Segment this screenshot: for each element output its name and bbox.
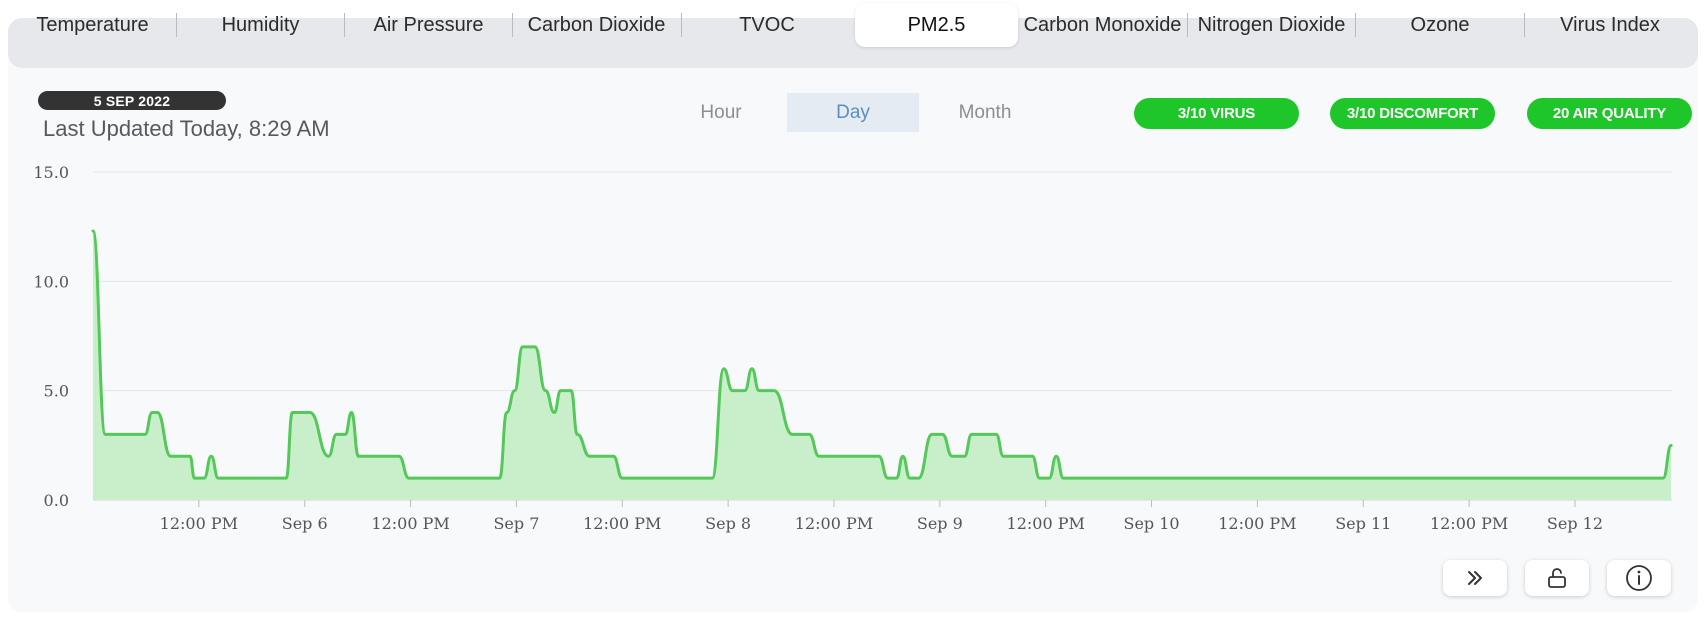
x-tick-label: 12:00 PM	[583, 514, 661, 533]
tab-separator	[344, 13, 345, 37]
x-tick-label: Sep 10	[1123, 514, 1179, 533]
tab-separator	[176, 13, 177, 37]
tab-separator	[1187, 13, 1188, 37]
last-updated-text: Last Updated Today, 8:29 AM	[43, 116, 330, 141]
x-tick-label: Sep 11	[1335, 514, 1391, 533]
x-tick-label: 12:00 PM	[160, 514, 238, 533]
expand-button[interactable]	[1443, 560, 1507, 596]
y-tick-label: 5.0	[44, 382, 69, 401]
tab-ozone[interactable]: Ozone	[1410, 13, 1470, 36]
x-tick-label: Sep 12	[1547, 514, 1603, 533]
lock-toggle-button[interactable]	[1525, 560, 1589, 596]
double-chevron-right-icon	[1468, 571, 1482, 585]
x-tick-label: 12:00 PM	[1430, 514, 1508, 533]
tab-separator	[1524, 13, 1525, 37]
virus-score-pill: 3/10 VIRUS	[1134, 98, 1299, 129]
info-icon	[1626, 565, 1652, 591]
x-tick-label: 12:00 PM	[371, 514, 449, 533]
tab-temperature[interactable]: Temperature	[36, 13, 149, 36]
y-tick-label: 0.0	[44, 491, 69, 510]
air-quality-score-pill: 20 AIR QUALITY	[1527, 98, 1692, 129]
x-tick-label: Sep 9	[917, 514, 963, 533]
tab-separator	[1355, 13, 1356, 37]
x-tick-label: Sep 7	[493, 514, 539, 533]
info-button[interactable]	[1607, 560, 1671, 596]
tab-humidity[interactable]: Humidity	[221, 13, 300, 36]
y-tick-label: 10.0	[33, 272, 69, 291]
unlock-icon	[1548, 568, 1566, 588]
metric-tab-bar	[8, 18, 1698, 68]
x-tick-label: 12:00 PM	[1218, 514, 1296, 533]
y-tick-label: 15.0	[33, 163, 69, 182]
x-tick-label: 12:00 PM	[1007, 514, 1085, 533]
tab-carbon-dioxide[interactable]: Carbon Dioxide	[527, 13, 666, 36]
tab-air-pressure[interactable]: Air Pressure	[373, 13, 484, 36]
tab-tvoc[interactable]: TVOC	[739, 13, 795, 36]
x-tick-label: Sep 6	[282, 514, 328, 533]
period-day-button[interactable]: Day	[787, 93, 919, 132]
tab-separator	[681, 13, 682, 37]
date-badge: 5 SEP 2022	[38, 91, 226, 110]
tab-separator	[512, 13, 513, 37]
discomfort-score-pill: 3/10 DISCOMFORT	[1330, 98, 1495, 129]
tab-nitrogen-dioxide[interactable]: Nitrogen Dioxide	[1197, 13, 1346, 36]
period-month-button[interactable]: Month	[958, 101, 1012, 123]
tab-virus-index[interactable]: Virus Index	[1560, 13, 1660, 36]
tab-carbon-monoxide[interactable]: Carbon Monoxide	[1023, 13, 1182, 36]
x-tick-label: 12:00 PM	[795, 514, 873, 533]
series-line	[91, 229, 1673, 480]
period-hour-button[interactable]: Hour	[700, 101, 742, 123]
tab-pm25[interactable]: PM2.5	[855, 3, 1018, 47]
x-tick-label: Sep 8	[705, 514, 751, 533]
